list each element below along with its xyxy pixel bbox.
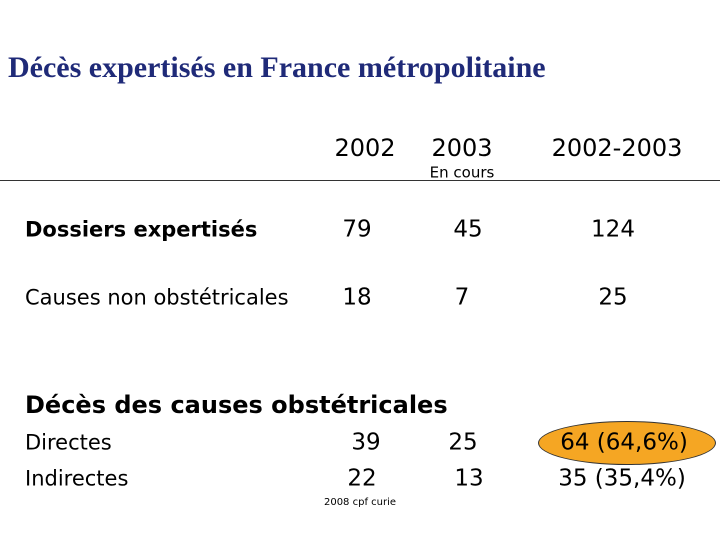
row-label: Dossiers expertisés — [25, 217, 258, 242]
column-header: 2002 — [334, 134, 396, 162]
cell: 45 — [453, 216, 483, 243]
row-label: Causes non obstétricales — [25, 285, 289, 310]
cell: 79 — [342, 216, 372, 243]
cell: 25 — [598, 284, 628, 311]
cell: 64 (64,6%) — [560, 429, 688, 456]
row-label: Indirectes — [25, 466, 129, 491]
column-header: 2002-2003 — [551, 134, 683, 162]
column-header: 2003 — [431, 134, 493, 162]
cell: 35 (35,4%) — [558, 465, 686, 492]
cell: 13 — [454, 465, 484, 492]
cell: 7 — [454, 284, 470, 311]
highlight-oval — [538, 421, 716, 465]
cell: 22 — [347, 465, 377, 492]
cell: 18 — [342, 284, 372, 311]
column-note: En cours — [429, 163, 495, 182]
cell: 39 — [351, 429, 381, 456]
row-label: Directes — [25, 430, 112, 455]
cell: 124 — [591, 216, 635, 243]
footer: 2008 cpf curie — [323, 497, 397, 508]
cell: 25 — [448, 429, 478, 456]
section-heading: Décès des causes obstétricales — [25, 391, 448, 419]
slide-title: Décès expertisés en France métropolitain… — [8, 51, 546, 84]
header-rule — [0, 180, 720, 181]
